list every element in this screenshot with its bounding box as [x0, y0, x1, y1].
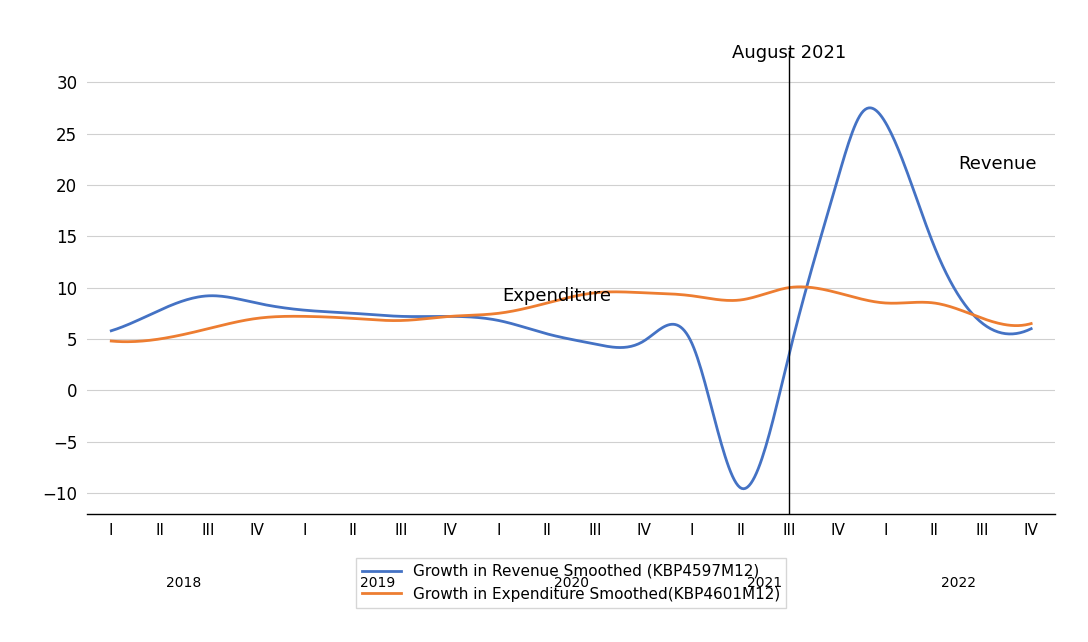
- Text: Expenditure: Expenditure: [503, 287, 611, 305]
- Text: Revenue: Revenue: [959, 155, 1037, 173]
- Legend: Growth in Revenue Smoothed (KBP4597M12), Growth in Expenditure Smoothed(KBP4601M: Growth in Revenue Smoothed (KBP4597M12),…: [356, 558, 787, 608]
- Text: August 2021: August 2021: [732, 44, 846, 62]
